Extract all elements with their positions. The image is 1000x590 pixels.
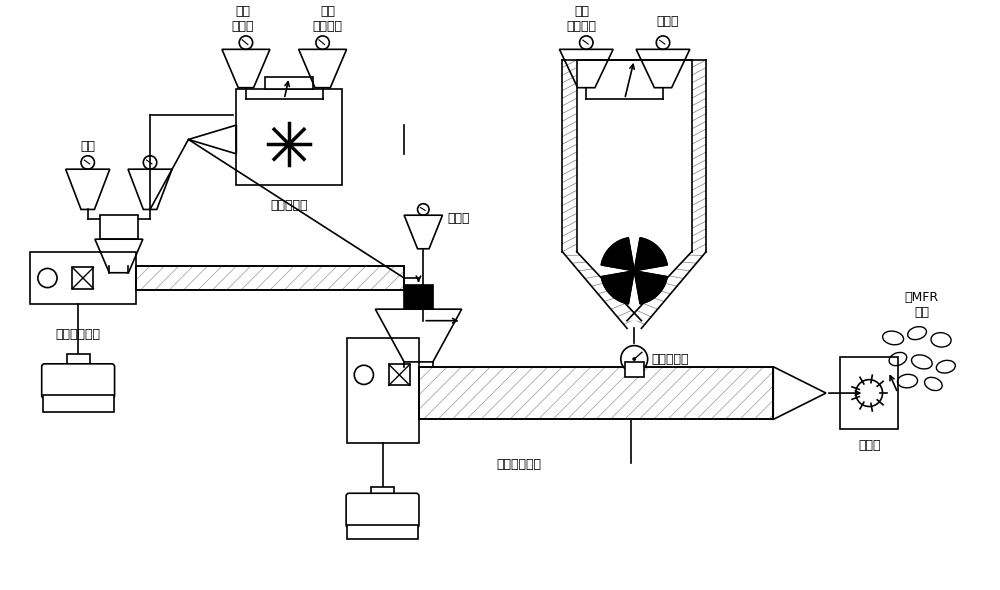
Text: 单螺杆挤出机: 单螺杆挤出机 [497,458,542,471]
FancyBboxPatch shape [347,338,419,444]
Polygon shape [634,271,667,304]
FancyBboxPatch shape [389,364,410,385]
FancyBboxPatch shape [265,77,313,88]
Polygon shape [601,271,634,304]
Polygon shape [577,252,692,321]
FancyBboxPatch shape [346,493,419,528]
Polygon shape [601,238,634,271]
FancyBboxPatch shape [840,357,898,429]
FancyBboxPatch shape [30,252,136,304]
Text: 高速混合机: 高速混合机 [270,199,308,212]
Polygon shape [601,271,634,304]
FancyBboxPatch shape [100,215,138,239]
FancyBboxPatch shape [404,285,433,309]
Text: 抗氧剂: 抗氧剂 [447,212,470,225]
FancyBboxPatch shape [42,364,115,398]
Text: 有机
过氧化物: 有机 过氧化物 [312,5,342,33]
FancyBboxPatch shape [419,367,773,419]
Text: 双转子混炼机: 双转子混炼机 [56,329,101,342]
Text: 炭黑: 炭黑 [80,140,95,153]
Text: 液体计量泵: 液体计量泵 [651,353,689,366]
Circle shape [621,346,648,372]
FancyBboxPatch shape [371,487,394,499]
Text: 均聚
聚丙烯: 均聚 聚丙烯 [232,5,254,33]
FancyBboxPatch shape [72,267,93,289]
Polygon shape [601,238,634,271]
FancyBboxPatch shape [236,88,342,185]
FancyBboxPatch shape [625,362,644,377]
Text: 切粒机: 切粒机 [858,438,880,451]
Polygon shape [634,271,667,304]
FancyBboxPatch shape [43,395,114,412]
Polygon shape [577,60,692,252]
Polygon shape [634,238,667,271]
Circle shape [632,357,636,361]
Polygon shape [634,238,667,271]
Text: 液体
乙丙橡胶: 液体 乙丙橡胶 [566,5,596,33]
Text: 石蜡油: 石蜡油 [657,15,679,28]
FancyBboxPatch shape [347,525,418,539]
Text: 高MFR
母粒: 高MFR 母粒 [905,291,939,319]
FancyBboxPatch shape [136,266,404,290]
FancyBboxPatch shape [67,354,90,367]
